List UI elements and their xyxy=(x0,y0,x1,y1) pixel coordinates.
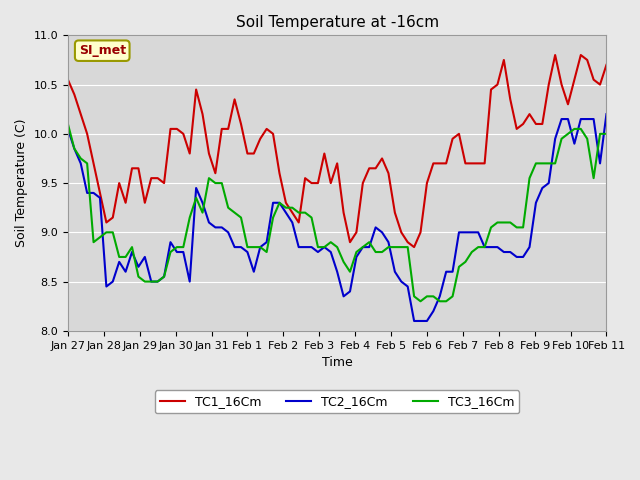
TC3_16Cm xyxy=(417,299,424,304)
TC2_16Cm xyxy=(410,318,418,324)
TC2_16Cm xyxy=(225,229,232,235)
TC1_16Cm xyxy=(333,160,341,166)
TC1_16Cm xyxy=(551,52,559,58)
TC1_16Cm xyxy=(225,126,232,132)
TC1_16Cm xyxy=(64,77,72,83)
TC3_16Cm xyxy=(603,131,611,137)
Y-axis label: Soil Temperature (C): Soil Temperature (C) xyxy=(15,119,28,247)
TC3_16Cm xyxy=(225,205,232,211)
Line: TC3_16Cm: TC3_16Cm xyxy=(68,124,607,301)
TC1_16Cm xyxy=(231,96,239,102)
TC3_16Cm xyxy=(333,244,341,250)
TC3_16Cm xyxy=(231,210,239,216)
TC1_16Cm xyxy=(154,175,161,181)
TC3_16Cm xyxy=(64,121,72,127)
TC3_16Cm xyxy=(250,244,258,250)
Text: SI_met: SI_met xyxy=(79,44,126,57)
TC1_16Cm xyxy=(584,57,591,63)
TC3_16Cm xyxy=(154,279,161,285)
TC2_16Cm xyxy=(603,111,611,117)
X-axis label: Time: Time xyxy=(322,356,353,369)
Line: TC1_16Cm: TC1_16Cm xyxy=(68,55,607,247)
TC2_16Cm xyxy=(231,244,239,250)
TC2_16Cm xyxy=(154,279,161,285)
TC1_16Cm xyxy=(250,151,258,156)
TC3_16Cm xyxy=(577,126,584,132)
TC2_16Cm xyxy=(250,269,258,275)
TC1_16Cm xyxy=(410,244,418,250)
TC2_16Cm xyxy=(577,116,584,122)
TC2_16Cm xyxy=(64,126,72,132)
Line: TC2_16Cm: TC2_16Cm xyxy=(68,114,607,321)
TC2_16Cm xyxy=(333,269,341,275)
TC1_16Cm xyxy=(603,62,611,68)
Legend: TC1_16Cm, TC2_16Cm, TC3_16Cm: TC1_16Cm, TC2_16Cm, TC3_16Cm xyxy=(155,390,520,413)
Title: Soil Temperature at -16cm: Soil Temperature at -16cm xyxy=(236,15,439,30)
